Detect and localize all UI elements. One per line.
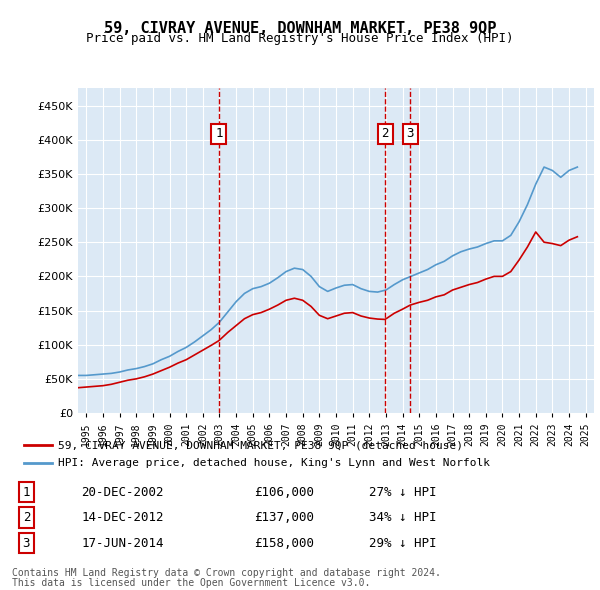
Text: Contains HM Land Registry data © Crown copyright and database right 2024.: Contains HM Land Registry data © Crown c… (12, 568, 441, 578)
Text: 34% ↓ HPI: 34% ↓ HPI (369, 511, 437, 525)
Text: 20-DEC-2002: 20-DEC-2002 (81, 486, 164, 499)
Text: 2: 2 (23, 511, 30, 525)
Text: HPI: Average price, detached house, King's Lynn and West Norfolk: HPI: Average price, detached house, King… (58, 458, 490, 468)
Text: 3: 3 (23, 537, 30, 550)
Text: 17-JUN-2014: 17-JUN-2014 (81, 537, 164, 550)
Text: 27% ↓ HPI: 27% ↓ HPI (369, 486, 437, 499)
Text: 3: 3 (406, 127, 414, 140)
Text: Price paid vs. HM Land Registry's House Price Index (HPI): Price paid vs. HM Land Registry's House … (86, 32, 514, 45)
Text: 59, CIVRAY AVENUE, DOWNHAM MARKET, PE38 9QP: 59, CIVRAY AVENUE, DOWNHAM MARKET, PE38 … (104, 21, 496, 35)
Text: This data is licensed under the Open Government Licence v3.0.: This data is licensed under the Open Gov… (12, 578, 370, 588)
Text: 29% ↓ HPI: 29% ↓ HPI (369, 537, 437, 550)
Text: £158,000: £158,000 (254, 537, 314, 550)
Text: £137,000: £137,000 (254, 511, 314, 525)
Text: 1: 1 (215, 127, 223, 140)
Text: 59, CIVRAY AVENUE, DOWNHAM MARKET, PE38 9QP (detached house): 59, CIVRAY AVENUE, DOWNHAM MARKET, PE38 … (58, 440, 463, 450)
Text: 1: 1 (23, 486, 30, 499)
Text: £106,000: £106,000 (254, 486, 314, 499)
Text: 2: 2 (382, 127, 389, 140)
Text: 14-DEC-2012: 14-DEC-2012 (81, 511, 164, 525)
